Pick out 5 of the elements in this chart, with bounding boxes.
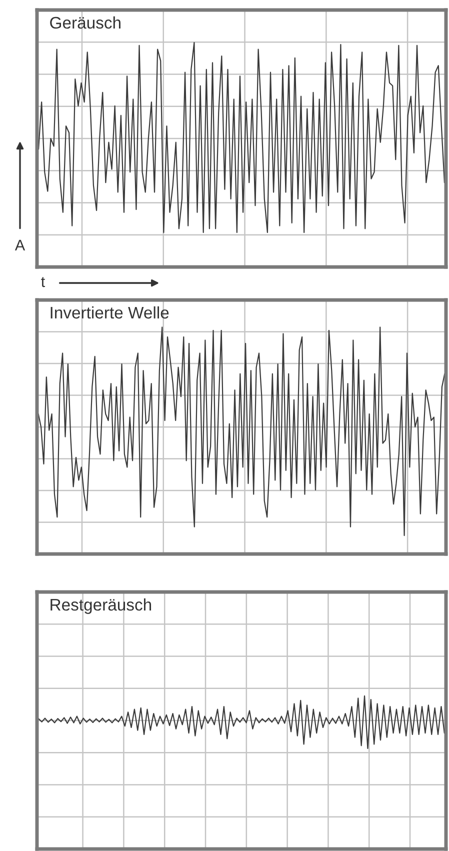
chart-title: Restgeräusch [50, 598, 152, 614]
chart-title: Geräusch [50, 16, 120, 29]
x-axis-title: t [41, 277, 46, 288]
chart-title: Invertierte Welle [50, 306, 169, 319]
y-axis-title: A [14, 240, 26, 250]
